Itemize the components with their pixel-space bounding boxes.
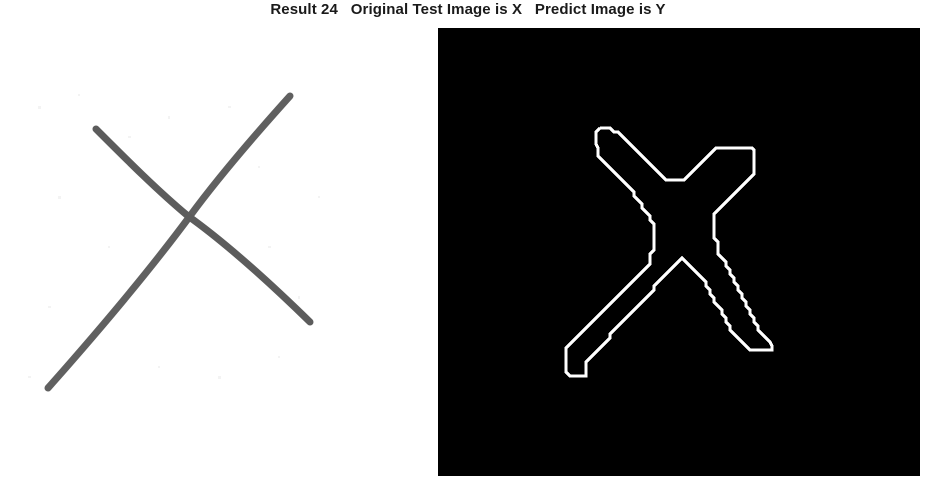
handwritten-x-image <box>28 92 320 392</box>
x-edge-outline <box>564 126 774 378</box>
paper-noise <box>28 94 320 379</box>
predicted-image <box>438 28 920 476</box>
figure-title: Result 24 Original Test Image is X Predi… <box>270 1 666 18</box>
x-edge-outline-image <box>564 126 774 378</box>
x-stroke-ascending <box>44 92 294 392</box>
original-test-image <box>18 76 350 412</box>
x-stroke-descending <box>92 125 314 326</box>
